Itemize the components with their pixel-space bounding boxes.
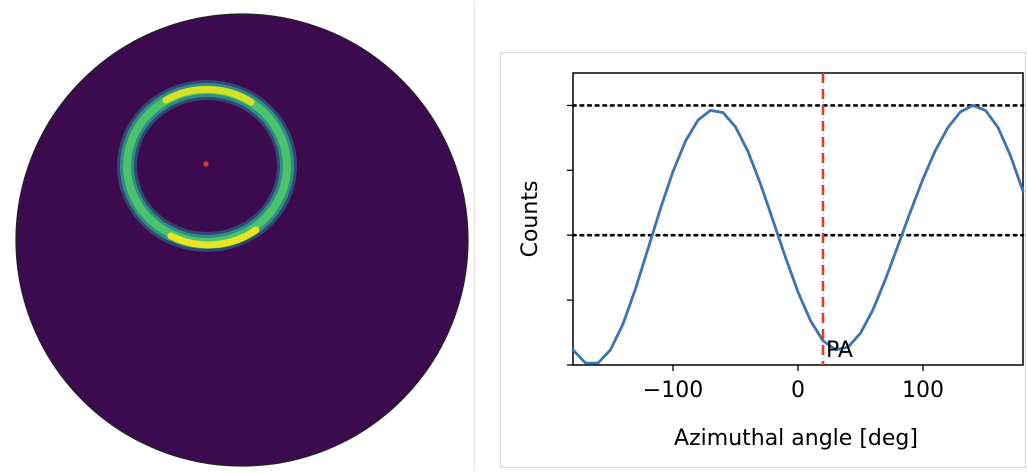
sky-image	[15, 13, 469, 467]
x-tick-label: 0	[791, 378, 805, 403]
x-axis-label: Azimuthal angle [deg]	[674, 426, 918, 451]
x-tick-label: 100	[902, 378, 944, 403]
series-line	[571, 104, 1025, 365]
y-axis-label: Counts	[518, 181, 543, 258]
einstein-ring	[117, 80, 297, 252]
pa-label: PA	[826, 338, 853, 363]
azimuthal-profile-chart: −100 0 100 PA Azimuthal angle [deg] Counts	[518, 72, 1025, 451]
chart-panel: −100 0 100 PA Azimuthal angle [deg] Counts	[500, 52, 1026, 468]
x-tick-label: −100	[643, 378, 703, 403]
red-dot-icon	[203, 161, 209, 167]
sky-image-panel	[6, 2, 475, 470]
